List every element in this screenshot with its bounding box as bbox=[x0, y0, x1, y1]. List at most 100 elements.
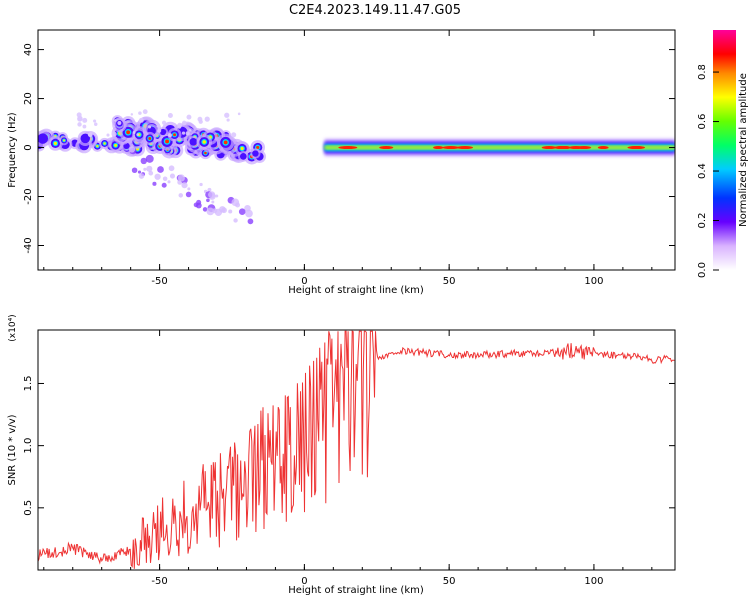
spectral-blob-core bbox=[148, 137, 152, 140]
snr-y-multiplier: (x10⁴) bbox=[8, 314, 18, 341]
scatter-point bbox=[245, 209, 253, 218]
y-tick-label: -40 bbox=[23, 237, 34, 253]
scatter-point bbox=[238, 208, 246, 215]
speckle-point bbox=[197, 116, 203, 122]
spectral-blob-core bbox=[165, 139, 170, 144]
spectral-blob bbox=[239, 153, 247, 160]
scatter-point bbox=[207, 187, 212, 192]
speckle-point bbox=[142, 109, 148, 115]
colorbar-tick-label: 0.2 bbox=[697, 213, 708, 229]
scatter-point bbox=[169, 173, 176, 179]
main-band-peak bbox=[442, 146, 460, 150]
scatter-point bbox=[193, 202, 199, 208]
spectral-blob bbox=[252, 150, 259, 157]
spectral-blob-core bbox=[173, 133, 177, 137]
speckle-point bbox=[138, 111, 142, 115]
speckle-point bbox=[77, 122, 82, 127]
colorbar-label: Normalized spectral amplitude bbox=[738, 73, 749, 227]
main-band-peak bbox=[628, 146, 645, 150]
scatter-point bbox=[145, 154, 154, 163]
speckle-point bbox=[82, 117, 88, 123]
scatter-point bbox=[185, 191, 192, 198]
spectral-blob-core bbox=[240, 146, 244, 151]
colorbar: 0.0 0.2 0.4 0.6 0.8 Normalized spectral ampl… bbox=[697, 30, 749, 278]
snr-series-line bbox=[38, 330, 675, 569]
speckle-point bbox=[161, 120, 167, 125]
spectral-blob-core bbox=[202, 140, 206, 144]
speckle-point bbox=[117, 120, 122, 126]
scatter-point bbox=[231, 198, 240, 207]
y-tick-label: -20 bbox=[23, 188, 34, 204]
colorbar-tick-label: 0.4 bbox=[697, 163, 708, 179]
speckle-point bbox=[231, 132, 237, 138]
spectral-blob-core bbox=[223, 140, 228, 145]
scatter-point bbox=[215, 194, 219, 198]
snr-panel: -50 0 50 100 0.5 1.0 1.5 Height of straight l… bbox=[7, 314, 676, 596]
scatter-point bbox=[233, 218, 238, 223]
scatter-point bbox=[212, 208, 218, 214]
scatter-point bbox=[168, 165, 175, 172]
speckle-point bbox=[189, 129, 192, 132]
scatter-point bbox=[199, 182, 203, 187]
y-tick-label: 40 bbox=[23, 43, 34, 56]
snr-y-label: SNR (10 * v/v) bbox=[7, 414, 18, 485]
speckle-point bbox=[132, 131, 136, 134]
spectrogram-frame bbox=[37, 29, 676, 271]
scatter-point bbox=[140, 157, 148, 165]
main-band-peak bbox=[597, 146, 609, 150]
speckle-point bbox=[106, 133, 110, 137]
x-tick-label: -50 bbox=[151, 276, 167, 287]
scatter-point bbox=[206, 207, 215, 216]
main-band-peak bbox=[554, 146, 569, 150]
spectral-blob-core bbox=[126, 130, 131, 135]
speckle-point bbox=[185, 131, 190, 136]
scatter-point bbox=[128, 146, 136, 153]
spectral-blob-core bbox=[256, 145, 260, 150]
scatter-point bbox=[178, 193, 184, 198]
main-band-peak bbox=[456, 146, 474, 150]
spectral-blob-core bbox=[62, 139, 66, 142]
scatter-point bbox=[148, 170, 154, 176]
main-band-layer bbox=[324, 146, 675, 149]
main-band-peak bbox=[338, 146, 358, 150]
speckle-point bbox=[138, 117, 144, 123]
scatter-point bbox=[177, 174, 185, 182]
scatter-point bbox=[143, 167, 147, 171]
scatter-point bbox=[131, 167, 138, 174]
spectral-blob-core bbox=[204, 151, 207, 155]
speckle-point bbox=[226, 118, 230, 122]
spectral-blob-core bbox=[103, 142, 106, 145]
speckle-point bbox=[177, 124, 182, 129]
scatter-point bbox=[161, 182, 167, 188]
speckle-point bbox=[76, 112, 82, 118]
scatter-point bbox=[146, 165, 153, 172]
colorbar-tick-label: 0.8 bbox=[697, 64, 708, 80]
speckle-point bbox=[148, 125, 152, 129]
spectrogram-y-ticks: -40 -20 0 20 40 bbox=[23, 43, 675, 254]
spectral-blob bbox=[80, 133, 91, 144]
spectral-blob bbox=[189, 138, 198, 146]
x-tick-label: 100 bbox=[584, 276, 603, 287]
x-tick-label: 50 bbox=[443, 576, 456, 587]
x-tick-label: 0 bbox=[301, 576, 307, 587]
main-band-peak bbox=[379, 146, 394, 150]
scatter-point bbox=[247, 218, 254, 225]
scatter-point bbox=[157, 166, 164, 173]
y-tick-label: 0.5 bbox=[23, 500, 34, 516]
scatter-point bbox=[206, 198, 210, 203]
snr-x-label: Height of straight line (km) bbox=[288, 585, 424, 596]
y-tick-label: 20 bbox=[23, 92, 34, 105]
scatter-point bbox=[244, 204, 251, 212]
snr-frame bbox=[37, 329, 676, 571]
speckle-point bbox=[181, 120, 187, 126]
spectrogram-x-ticks: -50 0 50 100 bbox=[43, 30, 653, 287]
colorbar-tick-label: 0.6 bbox=[697, 114, 708, 130]
spectral-blob bbox=[159, 128, 167, 136]
scatter-point bbox=[202, 207, 208, 212]
speckle-point bbox=[181, 131, 186, 135]
x-tick-label: 100 bbox=[584, 576, 603, 587]
speckle-point bbox=[186, 114, 192, 120]
scatter-point bbox=[181, 182, 188, 189]
scatter-point bbox=[221, 207, 227, 214]
